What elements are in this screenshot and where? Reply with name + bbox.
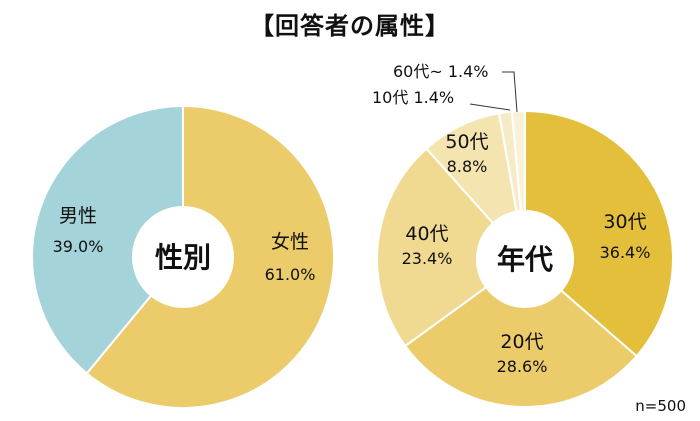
slice-value-40代: 23.4% — [402, 249, 453, 268]
slice-label-60代~: 60代~ 1.4% — [393, 62, 489, 81]
leader-line-60代~ — [502, 71, 518, 113]
leader-line-10代 — [469, 103, 511, 111]
slice-category-40代: 40代 — [405, 223, 448, 245]
age-donut-chart: 年代 30代 36.4% 20代 28.6% 40代 23.4% 50代 8.8% 10代 1.4… — [372, 62, 674, 408]
slice-30代 — [524, 109, 674, 358]
slice-60代~ — [510, 109, 526, 213]
slice-value-女性: 61.0% — [265, 265, 316, 284]
slice-value-男性: 39.0% — [53, 237, 104, 256]
slice-40代 — [376, 147, 495, 348]
sample-size-note: n=500 — [635, 397, 686, 415]
slice-value-50代: 8.8% — [447, 157, 488, 176]
gender-donut-chart: 性別 女性 61.0% 男性 39.0% — [31, 104, 335, 409]
slice-女性 — [85, 104, 335, 409]
slice-category-男性: 男性 — [59, 205, 97, 227]
donut-center-label: 性別 — [155, 241, 211, 274]
chart-main-title: 【回答者の属性】 — [250, 12, 450, 40]
slice-label-10代: 10代 1.4% — [372, 88, 454, 107]
slice-value-20代: 28.6% — [497, 357, 548, 376]
slice-category-女性: 女性 — [271, 231, 309, 253]
slice-value-30代: 36.4% — [600, 243, 651, 262]
slice-category-30代: 30代 — [603, 211, 646, 233]
donut-center-label: 年代 — [497, 243, 553, 276]
slice-category-20代: 20代 — [500, 331, 543, 353]
slice-男性 — [31, 104, 184, 375]
slice-category-50代: 50代 — [445, 131, 488, 153]
slice-20代 — [403, 285, 639, 408]
